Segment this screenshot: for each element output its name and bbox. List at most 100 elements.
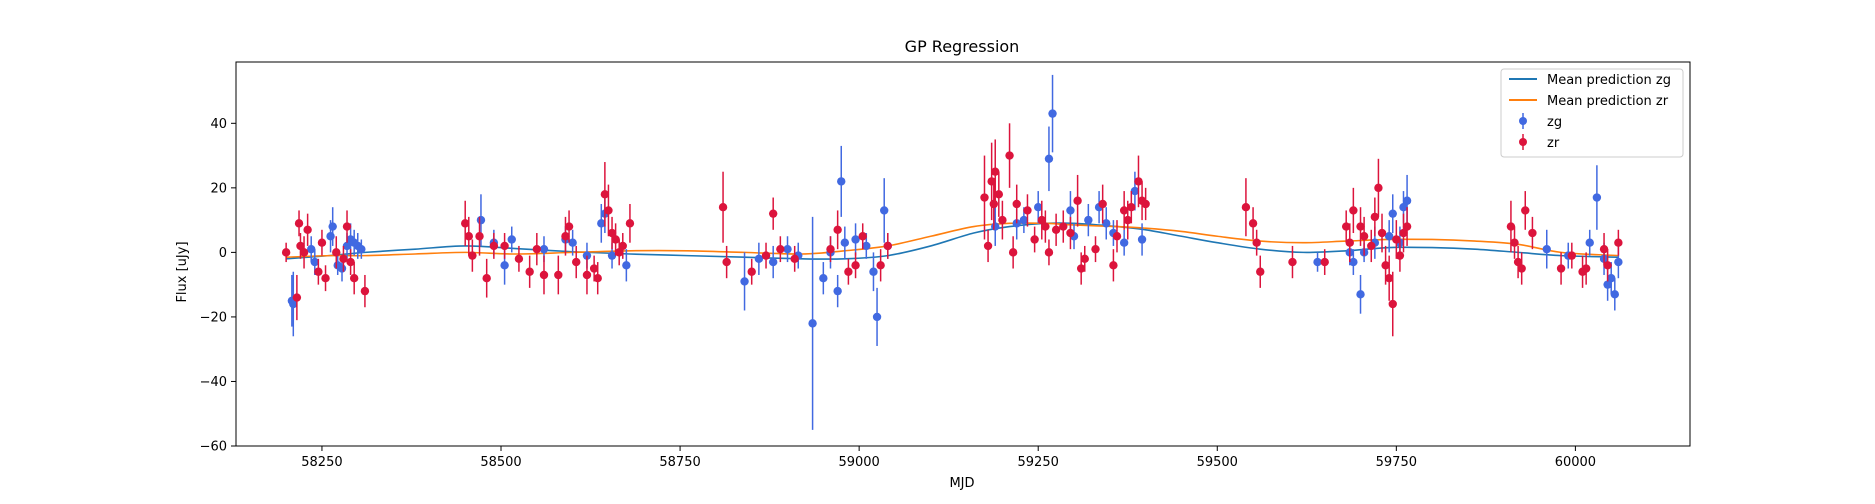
data-point	[600, 190, 610, 199]
data-point	[1044, 154, 1054, 164]
data-point	[1066, 206, 1075, 215]
data-point	[808, 319, 817, 328]
data-point	[718, 203, 728, 212]
data-point	[568, 238, 577, 247]
data-point	[851, 235, 860, 244]
data-point	[1109, 261, 1118, 270]
data-point	[1542, 244, 1551, 254]
data-point	[1019, 215, 1029, 225]
y-tick-label: −60	[200, 440, 227, 455]
data-point	[1252, 238, 1261, 247]
data-point	[539, 244, 549, 254]
data-point	[1030, 235, 1039, 244]
data-point	[1603, 261, 1612, 270]
data-point	[618, 241, 627, 251]
data-point	[1123, 215, 1132, 225]
data-point	[525, 267, 534, 276]
data-point	[597, 219, 606, 228]
x-tick-label: 59750	[1376, 455, 1417, 470]
data-point	[1349, 206, 1358, 215]
data-point	[1127, 203, 1136, 212]
data-point	[1119, 206, 1129, 215]
x-tick-label: 58750	[659, 455, 700, 470]
data-point	[1084, 215, 1093, 225]
x-tick-label: 59500	[1197, 455, 1238, 470]
x-axis-label: MJD	[949, 476, 974, 491]
data-point	[360, 286, 370, 296]
data-point	[1399, 203, 1408, 212]
data-point	[281, 248, 291, 257]
legend-label-zr: zr	[1547, 136, 1560, 151]
data-point	[826, 244, 835, 254]
x-tick-label: 60000	[1555, 455, 1596, 470]
data-point	[1610, 290, 1619, 299]
data-point	[292, 293, 302, 302]
data-point	[1076, 264, 1086, 273]
data-points	[281, 74, 1623, 430]
data-point	[1384, 274, 1394, 283]
data-point	[1585, 238, 1594, 247]
data-point	[328, 222, 337, 231]
y-tick-label: 40	[210, 117, 227, 132]
data-point	[332, 248, 341, 257]
data-point	[1395, 251, 1405, 260]
data-point	[607, 228, 617, 238]
data-point	[317, 238, 327, 247]
data-point	[837, 177, 846, 186]
data-point	[819, 274, 828, 283]
y-tick-label: −20	[200, 310, 227, 325]
data-point	[514, 254, 524, 264]
data-point	[880, 206, 889, 215]
data-point	[1370, 212, 1380, 222]
data-point	[1037, 215, 1046, 225]
legend-box	[1500, 68, 1684, 158]
data-point	[776, 244, 785, 254]
data-point	[783, 244, 792, 254]
data-point	[625, 219, 635, 228]
data-point	[1051, 225, 1061, 234]
data-point	[1130, 186, 1140, 196]
data-point	[1392, 235, 1401, 244]
data-point	[833, 225, 842, 234]
data-point	[572, 257, 581, 267]
data-point	[1402, 196, 1412, 205]
data-point	[1356, 290, 1365, 299]
data-point	[1521, 206, 1530, 215]
data-point	[1345, 238, 1354, 247]
y-tick-label: 20	[210, 181, 227, 196]
data-point	[876, 261, 885, 270]
data-point	[1091, 244, 1100, 254]
data-point	[303, 225, 312, 234]
data-point	[1098, 199, 1107, 209]
data-point	[1402, 222, 1412, 231]
data-point	[349, 274, 359, 283]
data-point	[1614, 238, 1623, 247]
legend-marker-zr-icon	[1519, 138, 1527, 146]
data-point	[1313, 257, 1322, 267]
data-point	[1137, 235, 1147, 244]
data-point	[1506, 222, 1516, 231]
data-point	[1034, 203, 1043, 212]
data-point	[289, 299, 298, 309]
data-point	[991, 167, 1000, 176]
data-point	[1073, 196, 1082, 205]
data-point	[1048, 109, 1057, 118]
data-point	[1112, 232, 1122, 241]
data-point	[507, 235, 516, 244]
data-point	[1517, 264, 1526, 273]
data-point	[346, 257, 355, 267]
data-point	[307, 244, 316, 254]
data-point	[1044, 248, 1054, 257]
data-point	[883, 241, 892, 251]
data-point	[833, 286, 842, 296]
data-point	[593, 274, 602, 283]
data-point	[564, 222, 574, 231]
data-point	[768, 209, 778, 218]
data-point	[1367, 241, 1376, 251]
data-point	[468, 251, 477, 260]
data-point	[1349, 257, 1358, 267]
data-point	[844, 267, 853, 276]
data-point	[740, 277, 749, 286]
data-point	[1080, 254, 1089, 264]
chart-title: GP Regression	[905, 37, 1020, 56]
